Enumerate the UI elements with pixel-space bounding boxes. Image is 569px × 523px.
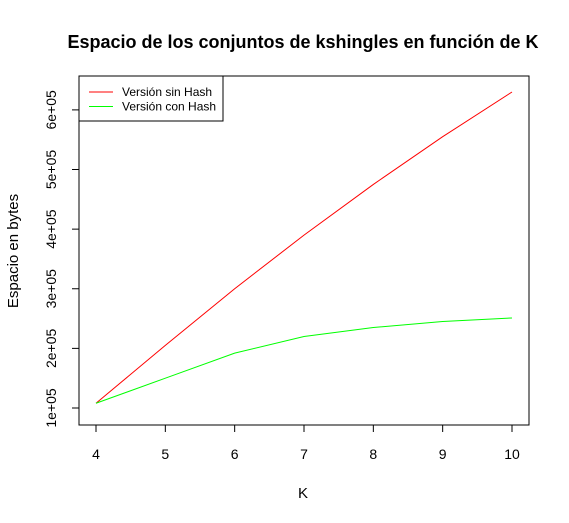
series-layer (95, 91, 513, 404)
y-tick-label: 1e+05 (43, 388, 59, 428)
legend-box (78, 75, 224, 122)
plot-frame (78, 75, 530, 426)
y-axis-label: Espacio en bytes (5, 194, 22, 308)
y-axis: 1e+05 2e+05 3e+05 4e+05 5e+05 6e+05 (43, 90, 79, 428)
x-axis-label: K (298, 485, 308, 502)
series-line-1 (95, 91, 513, 404)
legend-entry-1: Versión sin Hash (122, 85, 212, 99)
x-tick-label: 4 (92, 446, 100, 462)
y-tick-label: 4e+05 (43, 209, 59, 249)
series-line-2 (95, 317, 513, 404)
x-axis: 4 5 6 7 8 9 10 (92, 425, 520, 462)
x-tick-label: 7 (300, 446, 308, 462)
y-tick-label: 6e+05 (43, 90, 59, 130)
chart-title: Espacio de los conjuntos de kshingles en… (67, 32, 538, 52)
x-tick-label: 9 (439, 446, 447, 462)
y-tick-label: 3e+05 (43, 269, 59, 309)
y-tick-label: 5e+05 (43, 150, 59, 190)
x-tick-label: 10 (504, 446, 520, 462)
x-tick-label: 5 (161, 446, 169, 462)
legend-entry-2: Versión con Hash (122, 100, 216, 114)
x-tick-label: 8 (369, 446, 377, 462)
y-tick-label: 2e+05 (43, 329, 59, 369)
x-tick-label: 6 (231, 446, 239, 462)
